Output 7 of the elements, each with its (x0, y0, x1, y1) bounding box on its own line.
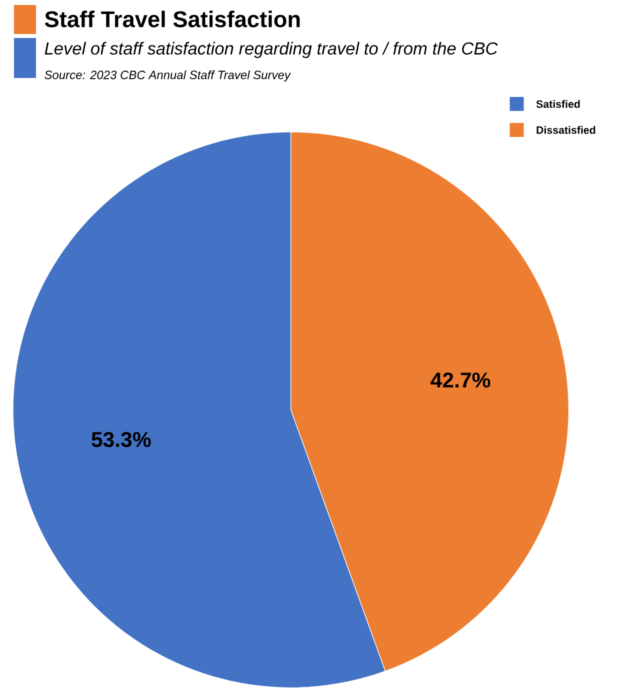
legend-label: Dissatisfied (536, 126, 596, 134)
legend-label: Satisfied (536, 100, 580, 108)
source-note: Source: 2023 CBC Annual Staff Travel Survey (44, 70, 292, 82)
chart-title: Staff Travel Satisfaction (45, 10, 300, 28)
data-label: 42.7% (430, 372, 490, 388)
data-label: 53.3% (92, 432, 151, 448)
chart-subtitle: Level of staff satisfaction regarding travel to / from the CBC (44, 42, 498, 58)
